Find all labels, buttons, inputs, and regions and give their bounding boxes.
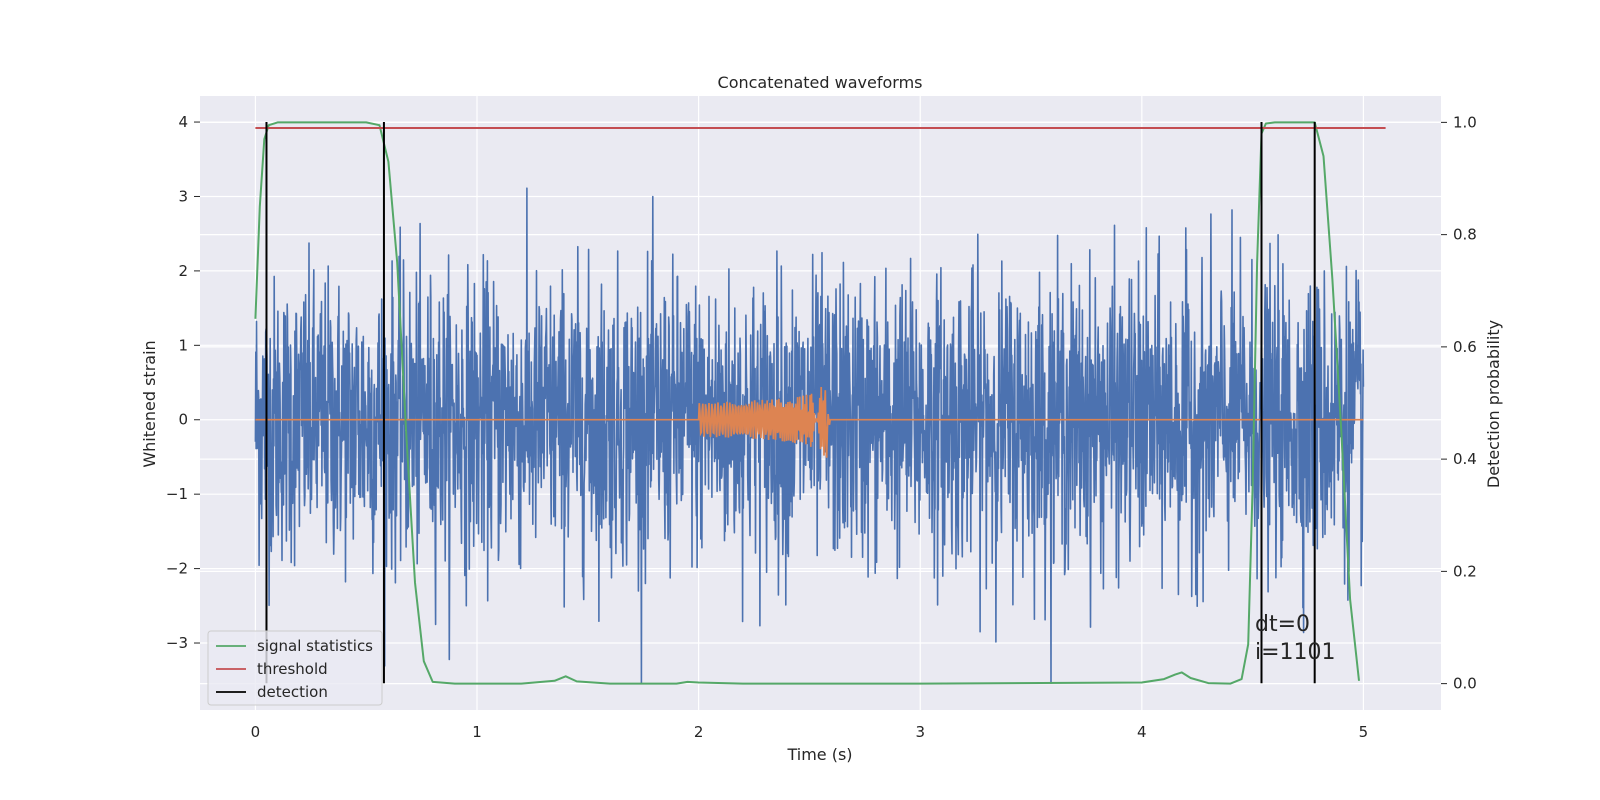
- y2-axis-ticks: 0.0 0.2 0.4 0.6 0.8 1.0: [1441, 113, 1477, 693]
- y2-axis-label: Detection probability: [1484, 320, 1503, 488]
- injected-waveform: [255, 386, 1364, 458]
- legend-label-signal-statistics: signal statistics: [257, 637, 373, 655]
- y2-tick-label: 0.6: [1453, 338, 1477, 356]
- x-axis-ticks: 0 1 2 3 4 5: [251, 723, 1369, 741]
- legend: signal statistics threshold detection: [207, 630, 383, 706]
- x-tick-label: 0: [251, 723, 261, 741]
- y-tick-label: −3: [166, 634, 188, 652]
- y-axis-label: Whitened strain: [140, 340, 159, 467]
- legend-box: [207, 630, 383, 706]
- y-axis-ticks: −3 −2 −1 0 1 2 3 4: [166, 113, 200, 652]
- injected-waveform-line: [255, 386, 1364, 458]
- legend-label-detection: detection: [257, 683, 328, 701]
- y-tick-label: 1: [178, 336, 188, 354]
- y2-tick-label: 0.8: [1453, 226, 1477, 244]
- y2-tick-label: 1.0: [1453, 113, 1477, 131]
- x-axis-label: Time (s): [786, 745, 852, 764]
- y-tick-label: −1: [166, 485, 188, 503]
- probability-series: [254, 121, 1386, 685]
- y-tick-label: 0: [178, 411, 188, 429]
- x-tick-label: 4: [1137, 723, 1147, 741]
- y2-tick-label: 0.2: [1453, 562, 1477, 580]
- y2-tick-label: 0.0: [1453, 675, 1477, 693]
- signal-statistics-line: [254, 121, 1360, 685]
- detection-lines: [265, 122, 1316, 684]
- y-tick-label: 2: [178, 262, 188, 280]
- annotation-dt: dt=0: [1255, 612, 1310, 637]
- x-tick-label: 3: [915, 723, 925, 741]
- legend-label-threshold: threshold: [257, 660, 328, 678]
- annotation-index: i=1101: [1255, 640, 1336, 665]
- y-tick-label: 4: [178, 113, 188, 131]
- x-tick-label: 2: [694, 723, 704, 741]
- x-tick-label: 1: [472, 723, 482, 741]
- y-tick-label: −2: [166, 560, 188, 578]
- x-tick-label: 5: [1359, 723, 1369, 741]
- y-tick-label: 3: [178, 187, 188, 205]
- y2-tick-label: 0.4: [1453, 450, 1477, 468]
- chart-title: Concatenated waveforms: [718, 73, 923, 92]
